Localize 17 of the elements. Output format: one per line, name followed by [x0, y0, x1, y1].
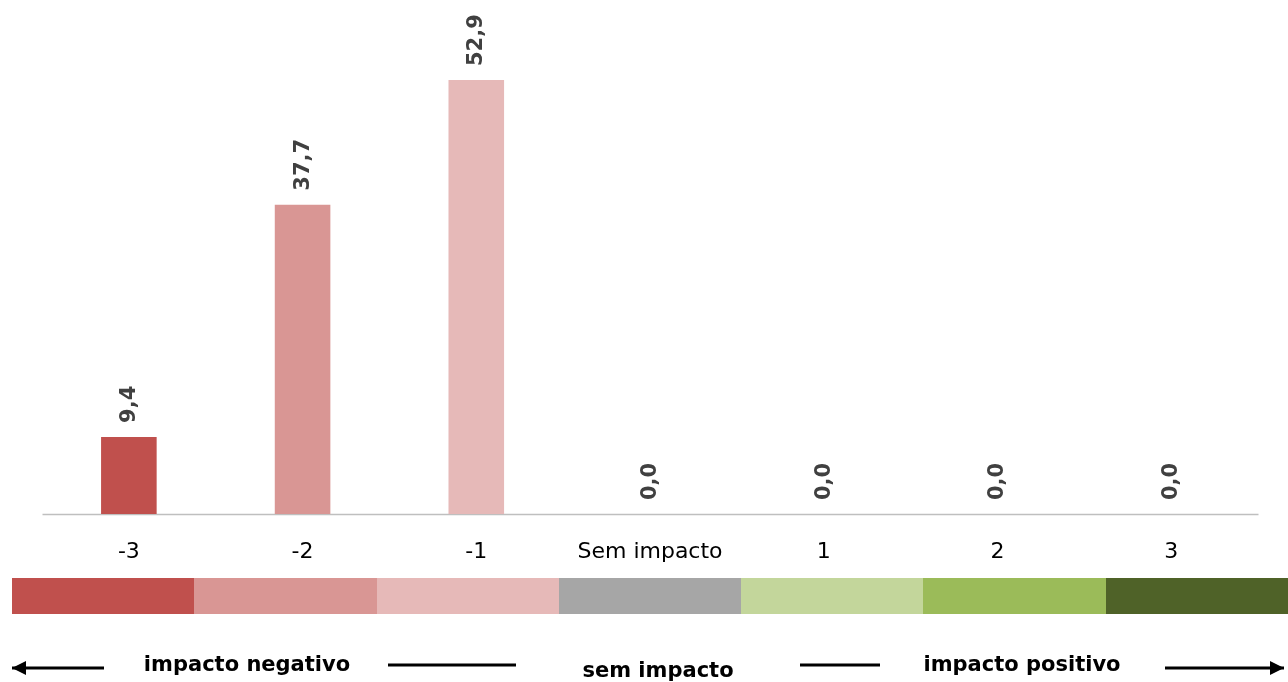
- text: impacto positivo: [923, 652, 1121, 676]
- x-tick-label: 3: [1164, 537, 1179, 563]
- data-label: 0,0: [1158, 462, 1183, 500]
- data-label: 0,0: [637, 462, 661, 500]
- x-tick-label: 2: [990, 537, 1005, 563]
- data-label: 0,0: [984, 462, 1009, 500]
- x-tick-label: Sem impacto: [577, 537, 723, 563]
- text: sem impacto: [582, 658, 734, 682]
- x-tick-label: -2: [291, 537, 314, 563]
- data-label: 0,0: [810, 462, 835, 500]
- x-tick-label: 1: [816, 537, 831, 563]
- data-label: 37,7: [289, 138, 314, 191]
- x-tick-label: -3: [117, 537, 140, 563]
- x-tick-label: -1: [465, 537, 488, 563]
- data-label: 52,9: [463, 14, 488, 66]
- text: impacto negativo: [143, 652, 351, 676]
- data-label: 9,4: [115, 385, 140, 423]
